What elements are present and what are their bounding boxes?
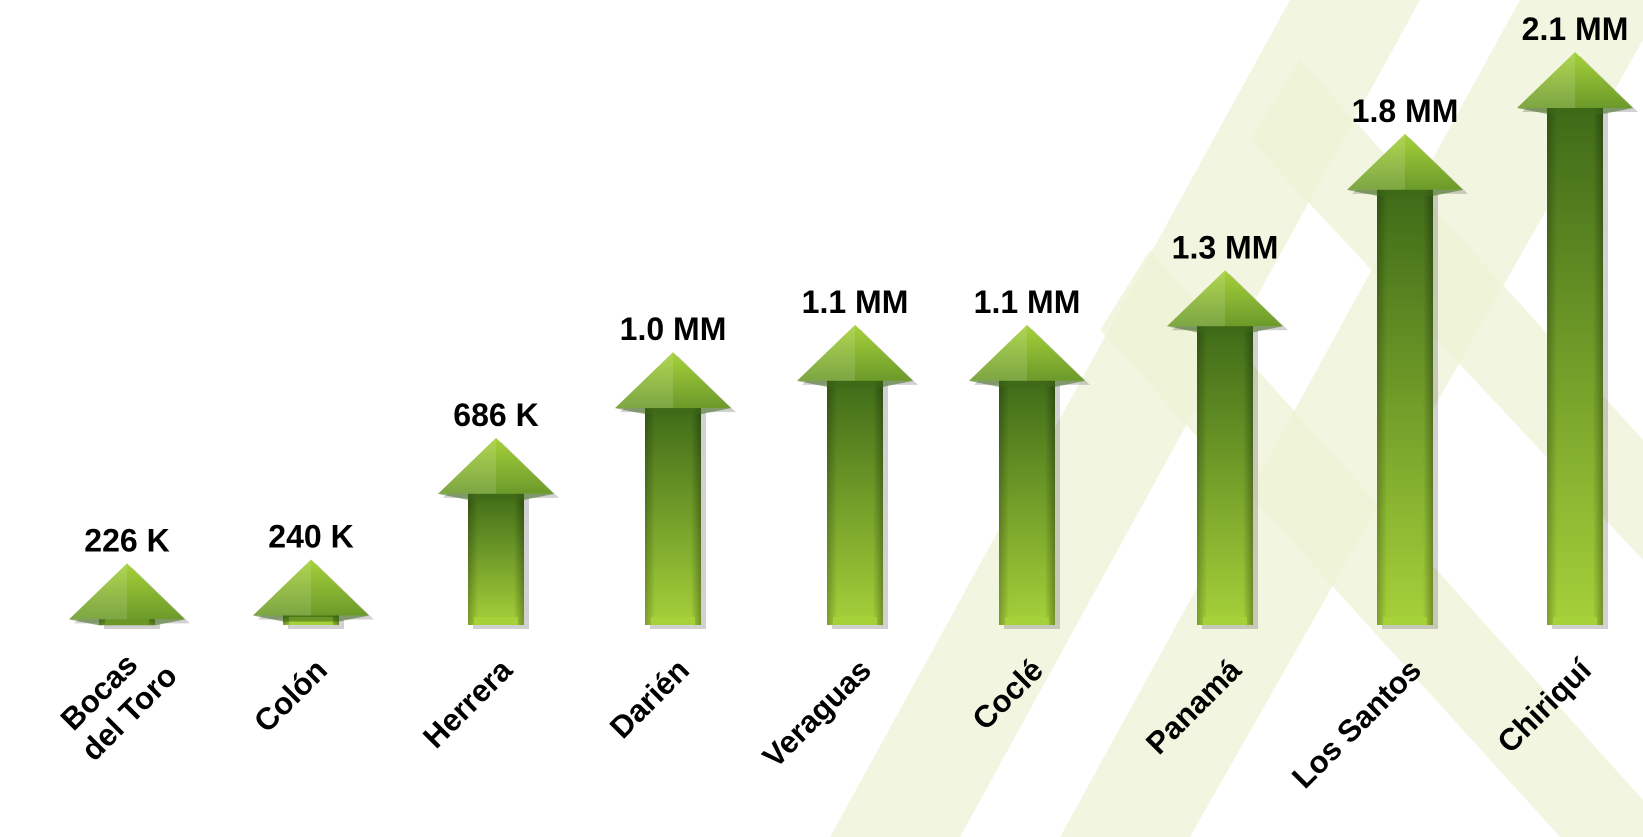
data-label: 226 K <box>84 522 169 558</box>
data-label: 1.1 MM <box>802 284 909 320</box>
arrow-head <box>1347 133 1463 190</box>
arrow-head-underside <box>969 380 1085 387</box>
arrow-bar <box>69 563 190 629</box>
arrow-shaft-bevel <box>999 378 1055 625</box>
arrow-head <box>69 563 185 620</box>
arrow-bar <box>253 559 374 629</box>
arrow-head <box>253 559 369 616</box>
arrow-head-highlight <box>969 324 1027 381</box>
arrow-head-highlight <box>1167 270 1225 327</box>
arrow-base-highlight <box>1203 617 1247 625</box>
arrow-bar <box>615 352 736 629</box>
category-label: Los Santos <box>1285 652 1428 795</box>
data-label: 2.1 MM <box>1522 11 1629 47</box>
arrow-base-highlight <box>1553 617 1597 625</box>
arrow-head <box>969 324 1085 381</box>
arrow-head-highlight <box>253 559 311 616</box>
arrow-bar <box>969 324 1090 629</box>
arrow-base-highlight <box>1005 617 1049 625</box>
category-label: Herrera <box>416 652 519 755</box>
background-stripe <box>1250 60 1643 560</box>
arrow-head <box>1517 52 1633 108</box>
arrow-head-highlight <box>797 324 855 381</box>
data-label: 686 K <box>453 397 538 433</box>
arrow-bar <box>1517 52 1638 629</box>
background-stripe <box>1060 0 1643 837</box>
data-label: 1.8 MM <box>1352 93 1459 129</box>
category-label: Colón <box>247 652 334 739</box>
arrow-shaft-bevel <box>827 378 883 625</box>
arrow-head-highlight <box>1347 133 1405 190</box>
arrow-series <box>69 52 1638 629</box>
arrow-head-highlight <box>1517 52 1575 108</box>
arrow-head-underside <box>69 619 185 626</box>
data-label: 1.1 MM <box>974 284 1081 320</box>
data-label: 1.0 MM <box>620 311 727 347</box>
arrow-head-highlight <box>615 352 673 409</box>
arrow-head-highlight <box>438 437 496 494</box>
value-labels: 226 K 240 K 686 K 1.0 MM 1.1 MM 1.1 MM 1.3 MM 1… <box>84 11 1628 558</box>
arrow-head-underside <box>1517 108 1633 114</box>
arrow-head-underside <box>253 615 369 622</box>
background-stripe <box>830 0 1420 837</box>
arrow-head <box>1167 270 1283 327</box>
arrow-head-underside <box>438 493 554 500</box>
data-label: 1.3 MM <box>1172 229 1279 265</box>
arrow-bar <box>797 324 918 629</box>
arrow-base-highlight <box>474 617 518 625</box>
arrow-head-underside <box>1347 189 1463 196</box>
category-label: Darién <box>603 652 696 745</box>
arrow-bar <box>1347 133 1468 629</box>
arrow-head-underside <box>797 380 913 387</box>
arrow-base-highlight <box>1383 617 1427 625</box>
arrow-head <box>438 437 554 494</box>
arrow-shaft-bevel <box>645 406 701 625</box>
category-label: Veraguas <box>756 652 878 774</box>
arrow-head-highlight <box>69 563 127 620</box>
arrow-shaft-bevel <box>1377 187 1433 625</box>
arrow-shaft-bevel <box>1547 106 1603 625</box>
data-label: 240 K <box>268 519 353 555</box>
category-labels: Bocasdel Toro Colón Herrera Darién Veraguas C… <box>49 632 1599 796</box>
arrow-base-highlight <box>833 617 877 625</box>
arrow-head <box>615 352 731 409</box>
arrow-shaft-bevel <box>468 491 524 625</box>
arrow-head <box>797 324 913 381</box>
category-label: Bocasdel Toro <box>49 632 184 767</box>
arrow-bar <box>1167 270 1288 629</box>
arrow-bar <box>438 437 559 629</box>
arrow-shaft-bevel <box>1197 324 1253 625</box>
arrow-head-underside <box>1167 326 1283 333</box>
arrow-head-underside <box>615 408 731 415</box>
arrow-base-highlight <box>651 617 695 625</box>
